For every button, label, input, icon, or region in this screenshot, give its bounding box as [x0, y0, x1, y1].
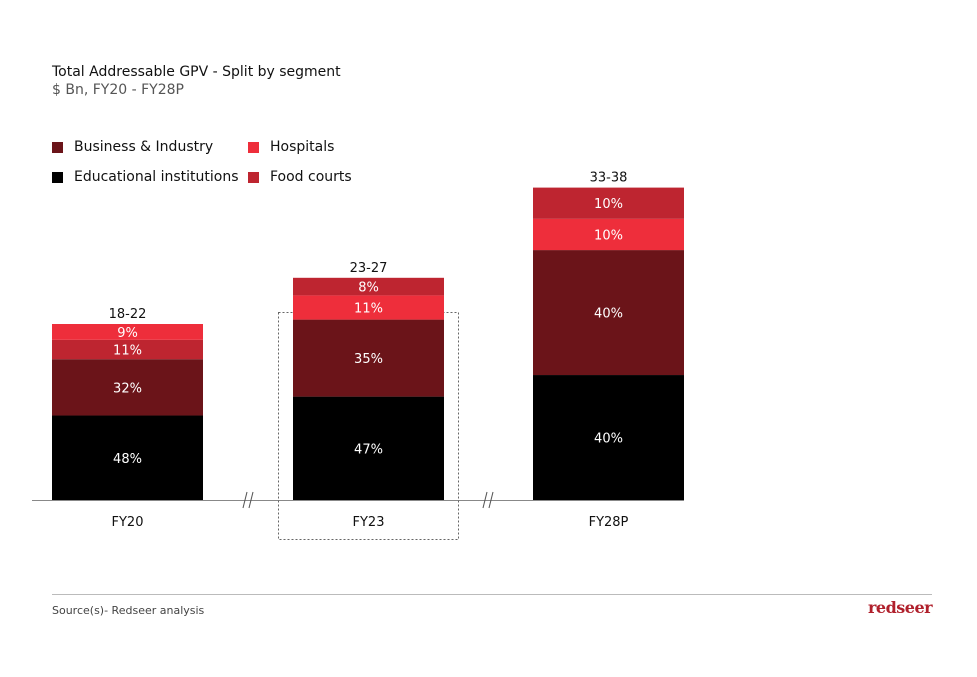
legend-swatch: [52, 141, 63, 153]
total-label: 23-27: [350, 261, 388, 276]
category-label: FY20: [112, 515, 144, 530]
axis-break-mark: [482, 491, 488, 509]
legend-item-educational-institutions: Educational institutions: [52, 169, 239, 185]
footer-divider: [52, 594, 932, 595]
source-note: Source(s)- Redseer analysis: [52, 604, 205, 617]
legend-label: Educational institutions: [74, 169, 239, 185]
axis-break-mark: [242, 491, 248, 509]
bar-segment-fy23-educational-institutions: [293, 396, 444, 500]
chart-subtitle: $ Bn, FY20 - FY28P: [52, 82, 184, 98]
value-label: 10%: [594, 197, 623, 212]
bar-segment-fy23-hospitals: [293, 295, 444, 320]
legend-item-food-courts: Food courts: [248, 169, 352, 185]
axis-break-mark: [488, 491, 494, 509]
bar-segment-fy28p-educational-institutions: [533, 375, 684, 500]
legend-label: Food courts: [270, 169, 352, 185]
value-label: 10%: [594, 228, 623, 243]
legend-item-business-industry: Business & Industry: [52, 139, 213, 155]
value-label: 35%: [354, 352, 383, 367]
value-label: 32%: [113, 381, 142, 396]
bar-segment-fy20-educational-institutions: [52, 415, 203, 500]
value-label: 9%: [117, 326, 138, 341]
value-label: 40%: [594, 307, 623, 322]
value-label: 47%: [354, 442, 383, 457]
bar-segment-fy20-hospitals: [52, 324, 203, 340]
legend-label: Business & Industry: [74, 139, 214, 155]
axis-break-mark: [248, 491, 254, 509]
value-label: 8%: [358, 281, 379, 296]
total-label: 33-38: [590, 171, 628, 186]
category-label: FY28P: [589, 515, 629, 530]
category-label: FY23: [353, 515, 385, 530]
bar-segment-fy20-business-industry: [52, 359, 203, 416]
bar-segment-fy23-food-courts: [293, 277, 444, 296]
value-label: 40%: [594, 432, 623, 447]
legend-swatch: [248, 141, 259, 153]
total-label: 18-22: [109, 307, 147, 322]
chart-title: Total Addressable GPV - Split by segment: [52, 64, 341, 80]
value-label: 11%: [354, 302, 383, 317]
legend-label: Hospitals: [270, 139, 335, 155]
bar-segment-fy28p-business-industry: [533, 250, 684, 376]
value-label: 48%: [113, 452, 142, 467]
legend-swatch: [248, 171, 259, 183]
legend-item-hospitals: Hospitals: [248, 139, 334, 155]
legend-swatch: [52, 171, 63, 183]
redseer-logo: redseer: [868, 598, 933, 617]
bar-segment-fy28p-hospitals: [533, 218, 684, 251]
value-label: 11%: [113, 344, 142, 359]
bar-segment-fy23-business-industry: [293, 319, 444, 397]
bar-segment-fy28p-food-courts: [533, 187, 684, 219]
bar-segment-fy20-food-courts: [52, 339, 203, 360]
